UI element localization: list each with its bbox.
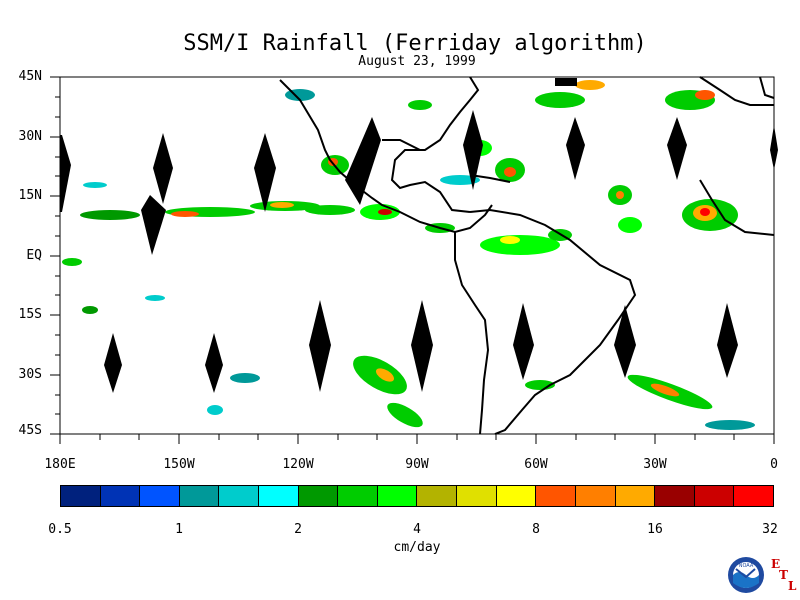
colorbar-swatch-9 bbox=[417, 486, 458, 506]
colorbar-swatch-4 bbox=[219, 486, 260, 506]
colorbar-tick-label: 4 bbox=[413, 522, 421, 537]
colorbar-swatch-5 bbox=[259, 486, 299, 506]
map-title: SSM/I Rainfall (Ferriday algorithm) bbox=[183, 31, 647, 56]
lon-label-120w: 120W bbox=[282, 457, 314, 472]
lon-label-60w: 60W bbox=[524, 457, 548, 472]
colorbar bbox=[60, 485, 774, 507]
rain-caribbean bbox=[425, 140, 525, 233]
lon-label-180e: 180E bbox=[44, 457, 76, 472]
colorbar-tick-label: 16 bbox=[647, 522, 663, 537]
colorbar-swatch-3 bbox=[179, 486, 220, 506]
lon-label-150w: 150W bbox=[163, 457, 195, 472]
map-ticks bbox=[50, 76, 775, 444]
colorbar-swatch-10 bbox=[457, 486, 497, 506]
lat-label-30s: 30S bbox=[18, 367, 42, 382]
colorbar-swatch-6 bbox=[298, 486, 339, 506]
colorbar-swatch-7 bbox=[338, 486, 378, 506]
noaa-logo-text: NOAA bbox=[739, 563, 754, 569]
lat-label-15n: 15N bbox=[18, 188, 42, 203]
colorbar-tick-label: 1 bbox=[175, 522, 183, 537]
colorbar-tick-label: 8 bbox=[532, 522, 540, 537]
colorbar-swatch-15 bbox=[655, 486, 695, 506]
lat-label-45n: 45N bbox=[18, 69, 42, 84]
colorbar-swatch-13 bbox=[575, 486, 616, 506]
lon-label-90w: 90W bbox=[405, 457, 429, 472]
colorbar-swatch-14 bbox=[615, 486, 656, 506]
colorbar-swatch-0 bbox=[61, 486, 101, 506]
rain-south-pacific bbox=[62, 258, 423, 428]
colorbar-swatch-8 bbox=[377, 486, 418, 506]
lat-label-eq: EQ bbox=[26, 248, 42, 263]
coastlines bbox=[279, 76, 775, 435]
lon-label-30w: 30W bbox=[643, 457, 667, 472]
etl-logo-letter: L bbox=[788, 579, 797, 593]
colorbar-tick-label: 0.5 bbox=[48, 522, 72, 537]
colorbar-swatch-17 bbox=[734, 486, 773, 506]
rain-atlantic-north bbox=[408, 80, 738, 233]
map-date: August 23, 1999 bbox=[358, 54, 476, 69]
colorbar-swatch-12 bbox=[536, 486, 576, 506]
map-background bbox=[60, 77, 774, 434]
colorbar-swatch-1 bbox=[100, 486, 141, 506]
etl-logo-letter: E bbox=[771, 557, 780, 571]
lon-label-0: 0 bbox=[770, 457, 778, 472]
lat-label-30n: 30N bbox=[18, 129, 42, 144]
colorbar-swatch-11 bbox=[496, 486, 537, 506]
noaa-etl-logo: NOAA E T L bbox=[728, 557, 797, 593]
colorbar-swatch-16 bbox=[694, 486, 735, 506]
missing-swaths bbox=[60, 78, 778, 393]
colorbar-tick-label: 2 bbox=[294, 522, 302, 537]
etl-logo-letter: T bbox=[779, 568, 788, 582]
colorbar-tick-label: 32 bbox=[762, 522, 778, 537]
colorbar-unit: cm/day bbox=[393, 540, 441, 555]
lat-label-45s: 45S bbox=[18, 423, 42, 438]
lat-label-15s: 15S bbox=[18, 307, 42, 322]
colorbar-swatch-2 bbox=[140, 486, 180, 506]
rainfall-map bbox=[50, 76, 778, 444]
